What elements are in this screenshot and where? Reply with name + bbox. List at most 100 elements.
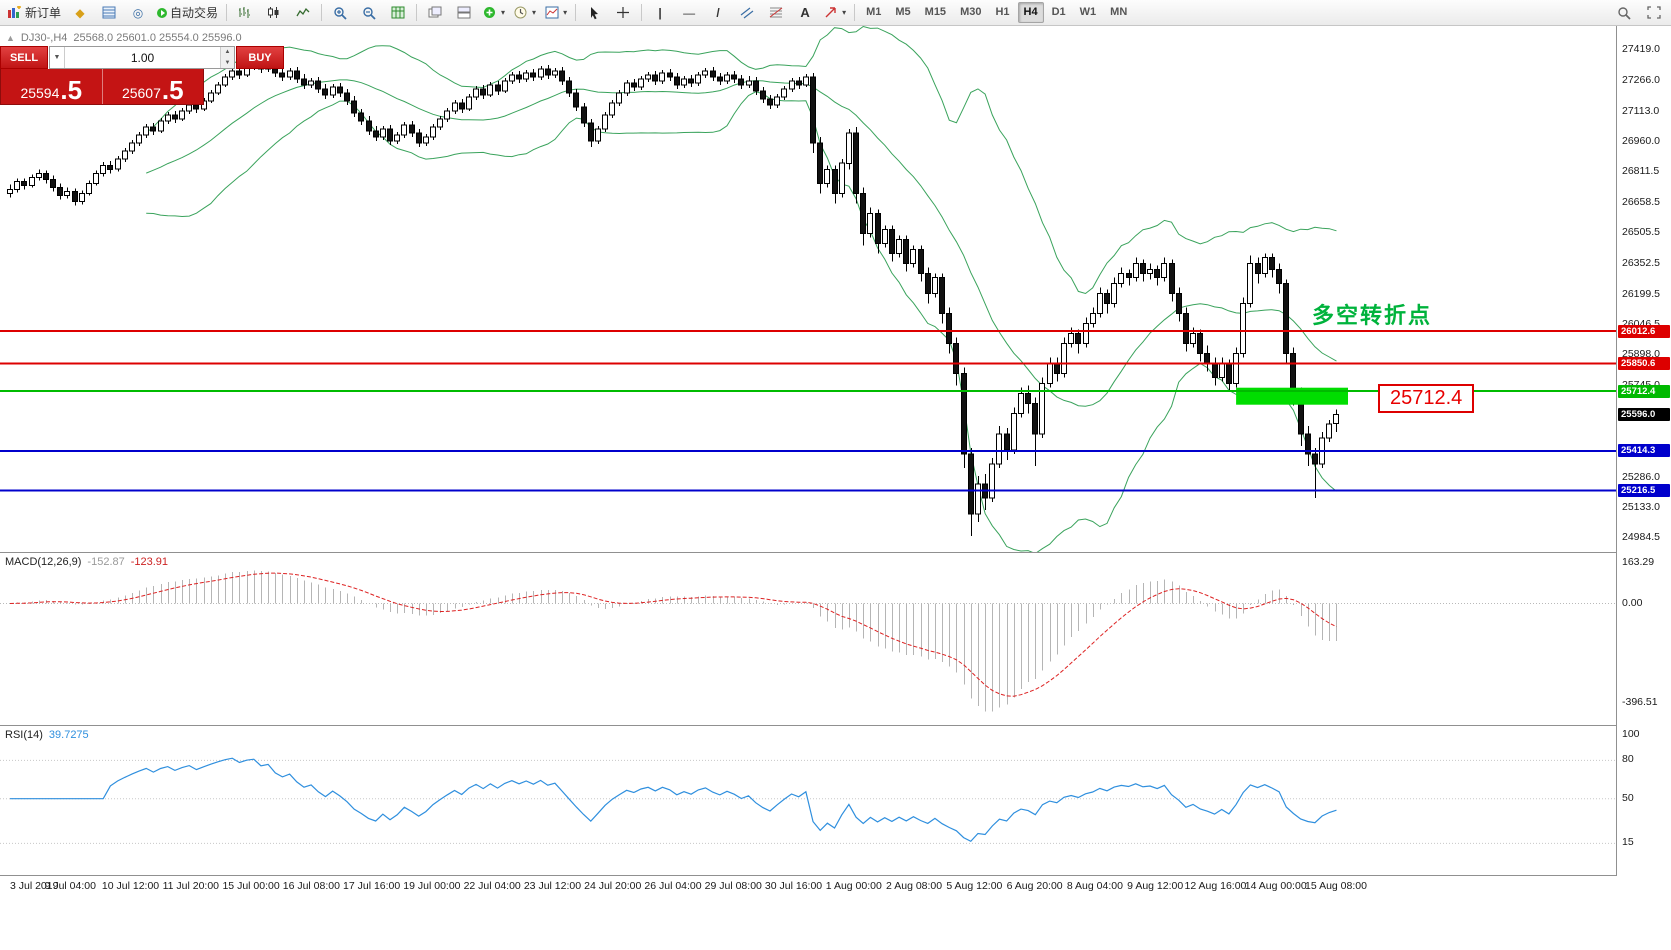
collapse-panel-icon[interactable]: ▲ xyxy=(6,33,15,43)
time-axis-label: 24 Jul 20:00 xyxy=(584,880,642,892)
time-axis-label: 9 Aug 12:00 xyxy=(1127,880,1184,892)
market-watch-button[interactable]: ◆ xyxy=(66,1,94,25)
zoom-in-button[interactable] xyxy=(326,1,354,25)
arrows-tool-button[interactable]: ▾ xyxy=(820,1,850,25)
toolbar-separator xyxy=(641,4,643,21)
fibonacci-tool-button[interactable] xyxy=(762,1,790,25)
templates-button[interactable]: ▾ xyxy=(541,1,571,25)
price-axis-tick: 26658.5 xyxy=(1622,195,1660,208)
text-tool-button[interactable]: A xyxy=(791,1,819,25)
tile-windows-button[interactable] xyxy=(384,1,412,25)
timeframe-w1[interactable]: W1 xyxy=(1079,6,1097,18)
volume-down-icon[interactable]: ▼ xyxy=(221,57,234,68)
time-axis-label: 2 Aug 08:00 xyxy=(886,880,943,892)
macd-signal-line xyxy=(9,572,1337,697)
volume-input[interactable] xyxy=(65,47,220,68)
cursor-tool-button[interactable] xyxy=(580,1,608,25)
toolbar-separator xyxy=(854,4,856,21)
line-chart-icon xyxy=(296,7,310,17)
timeframe-d1[interactable]: D1 xyxy=(1051,6,1066,18)
symbol-ohlc: 25568.0 25601.0 25554.0 25596.0 xyxy=(73,32,242,44)
rsi-title: RSI(14) xyxy=(5,729,43,741)
templates-caret-icon: ▾ xyxy=(563,8,568,17)
navigator-icon: ◎ xyxy=(132,5,144,20)
toolbar-separator xyxy=(416,4,418,21)
bar-chart-type-button[interactable] xyxy=(231,1,259,25)
search-button[interactable] xyxy=(1610,1,1638,25)
volume-up-icon[interactable]: ▲ xyxy=(221,47,234,58)
indicators-icon xyxy=(484,7,496,18)
vertical-line-tool-button[interactable]: | xyxy=(646,1,674,25)
search-icon xyxy=(1617,6,1631,20)
candlestick-chart-type-button[interactable] xyxy=(260,1,288,25)
new-order-button[interactable]: 新订单 xyxy=(3,1,65,25)
new-order-icon xyxy=(8,5,21,18)
timeframe-m30[interactable]: M30 xyxy=(960,6,982,18)
horizontal-line-tool-button[interactable]: — xyxy=(675,1,703,25)
time-axis-label: 23 Jul 12:00 xyxy=(523,880,582,892)
cascade-windows-button[interactable] xyxy=(421,1,449,25)
navigator-button[interactable]: ◎ xyxy=(124,1,152,25)
tile-horizontal-button[interactable] xyxy=(450,1,478,25)
zoom-out-button[interactable] xyxy=(355,1,383,25)
main-chart-canvas[interactable] xyxy=(0,26,1616,552)
toolbar-separator xyxy=(321,4,323,21)
symbol-info: ▲ DJ30-,H4 25568.0 25601.0 25554.0 25596… xyxy=(6,32,242,44)
price-callout-label[interactable]: 25712.4 xyxy=(1378,384,1475,413)
buy-price[interactable]: 25607.5 xyxy=(121,74,184,105)
timeframe-mn[interactable]: MN xyxy=(1110,6,1128,18)
channel-tool-button[interactable] xyxy=(733,1,761,25)
line-chart-type-button[interactable] xyxy=(289,1,317,25)
indicators-button[interactable]: ▾ xyxy=(479,1,509,25)
sell-button[interactable]: SELL xyxy=(0,46,48,69)
chart-annotation-text[interactable]: 多空转折点 xyxy=(1312,303,1433,328)
toolbar-separator xyxy=(226,4,228,21)
zoom-in-icon xyxy=(333,6,347,20)
rsi-canvas[interactable] xyxy=(0,726,1616,874)
timeframe-m1[interactable]: M1 xyxy=(866,6,882,18)
horizontal-price-lines[interactable] xyxy=(0,330,1616,492)
timeframe-m5[interactable]: M5 xyxy=(895,6,911,18)
time-axis-label: 6 Aug 20:00 xyxy=(1006,880,1063,892)
macd-histogram xyxy=(17,570,1337,712)
macd-title: MACD(12,26,9) xyxy=(5,556,82,568)
volume-spinner: ▲ ▼ xyxy=(220,47,234,68)
sell-price[interactable]: 25594.5 xyxy=(1,69,103,104)
price-axis-tick: 26505.5 xyxy=(1622,226,1660,239)
autotrading-label: 自动交易 xyxy=(170,6,219,20)
symbol-title: DJ30-,H4 xyxy=(20,32,68,44)
price-axis-tick: 25133.0 xyxy=(1622,501,1660,514)
arrow-tool-icon xyxy=(825,7,836,18)
price-marker: 25414.3 xyxy=(1618,444,1670,458)
time-axis-label: 15 Aug 08:00 xyxy=(1305,880,1367,892)
candles-series xyxy=(7,59,1339,536)
rsi-panel[interactable]: RSI(14) 39.7275 xyxy=(0,725,1616,875)
time-axis[interactable]: 3 Jul 2019 9 Jul 04:00 10 Jul 12:00 11 Jul … xyxy=(0,875,1671,898)
macd-main-value: -152.87 xyxy=(87,556,125,568)
price-axis-tick: 26352.5 xyxy=(1622,256,1660,269)
time-axis-label: 29 Jul 08:00 xyxy=(704,880,762,892)
timeframe-h4[interactable]: H4 xyxy=(1017,2,1044,23)
trendline-tool-button[interactable]: / xyxy=(704,1,732,25)
timeframe-m15[interactable]: M15 xyxy=(924,6,947,18)
toolbar-right-group xyxy=(1610,1,1668,25)
periods-button[interactable]: ▾ xyxy=(510,1,540,25)
volume-dropdown-icon[interactable]: ▼ xyxy=(50,47,65,68)
data-window-button[interactable] xyxy=(95,1,123,25)
timeframe-h1[interactable]: H1 xyxy=(995,6,1010,18)
price-marker: 25596.0 xyxy=(1618,408,1670,422)
time-axis-label: 12 Aug 16:00 xyxy=(1184,880,1247,892)
bar-chart-icon xyxy=(239,7,251,18)
autotrading-button[interactable]: 自动交易 xyxy=(153,1,222,25)
data-window-icon xyxy=(102,6,116,19)
one-click-trading-panel: SELL ▼ ▲ ▼ BUY 25594.5 25607.5 xyxy=(0,46,284,105)
price-axis[interactable]: 27419.0 27266.0 27113.0 26960.0 26811.5 26658… xyxy=(1616,26,1671,876)
clock-icon xyxy=(514,6,527,19)
crosshair-tool-button[interactable] xyxy=(609,1,637,25)
fullscreen-button[interactable] xyxy=(1640,1,1668,25)
main-chart-panel[interactable]: ▲ DJ30-,H4 25568.0 25601.0 25554.0 25596… xyxy=(0,26,1616,552)
arrows-caret-icon: ▾ xyxy=(842,8,847,17)
macd-canvas[interactable] xyxy=(0,553,1616,724)
buy-button[interactable]: BUY xyxy=(236,46,284,69)
macd-panel[interactable]: MACD(12,26,9) -152.87 -123.91 xyxy=(0,552,1616,725)
